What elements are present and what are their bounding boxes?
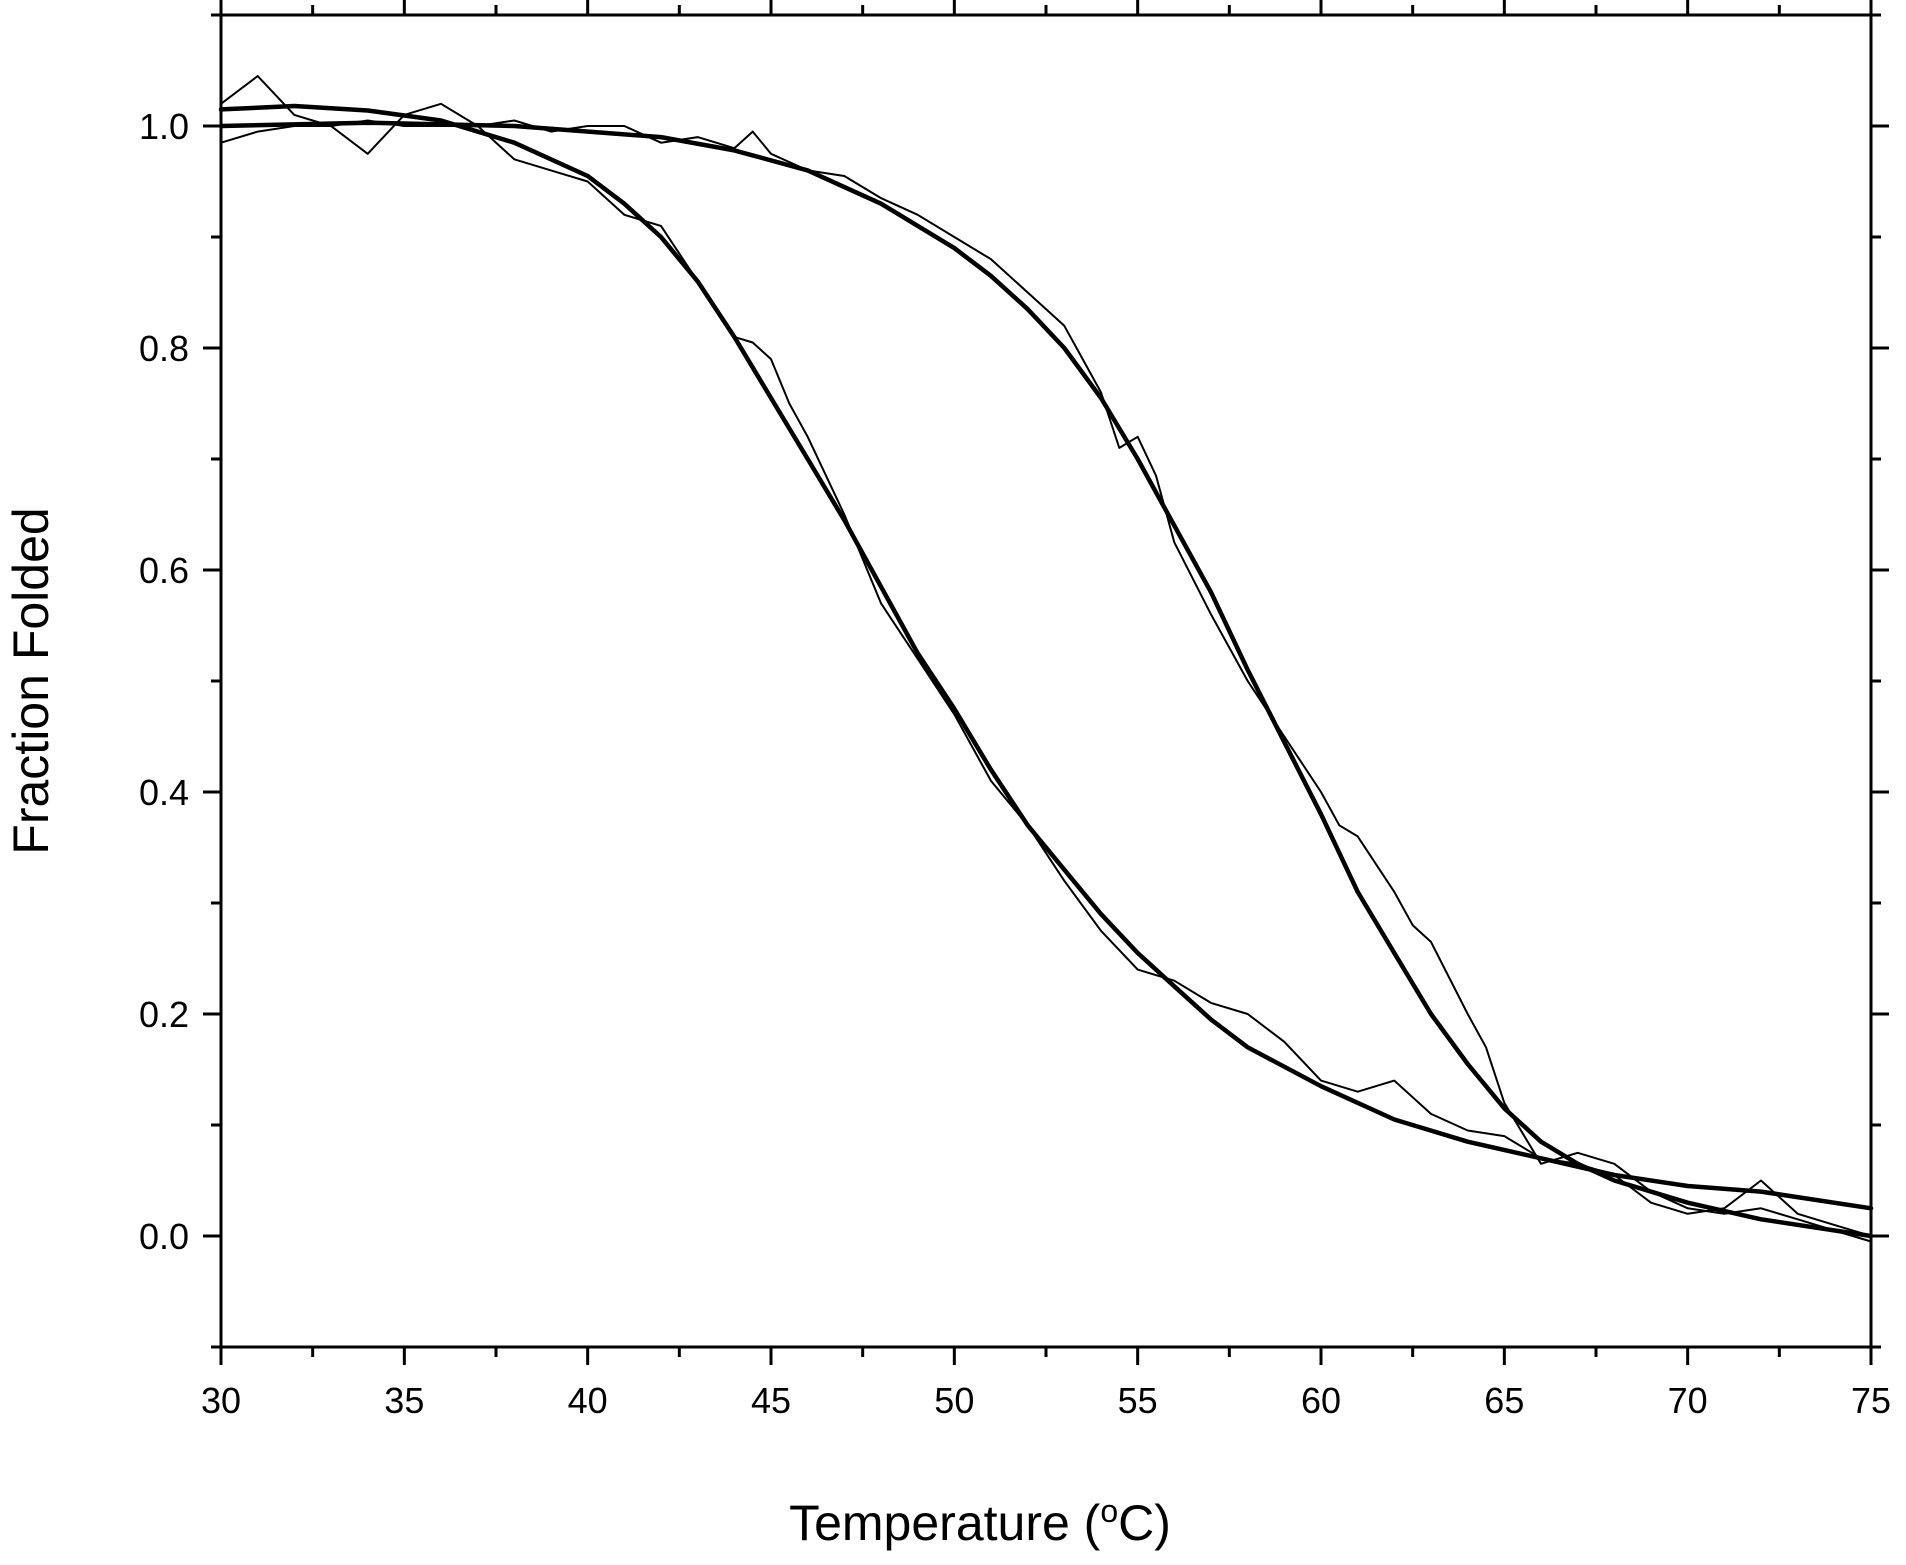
y-tick-label: 0.0 — [139, 1216, 189, 1257]
plot-frame — [219, 13, 1873, 1349]
x-tick-label: 30 — [201, 1380, 241, 1421]
x-tick-label: 35 — [384, 1380, 424, 1421]
y-tick-label: 0.2 — [139, 994, 189, 1035]
x-tick-label: 70 — [1668, 1380, 1708, 1421]
fit-curve-line — [218, 120, 1874, 1239]
x-tick-label: 45 — [751, 1380, 791, 1421]
y-axis-title: Fraction Folded — [3, 507, 59, 854]
x-tick-label: 55 — [1118, 1380, 1158, 1421]
axis-ticks — [203, 0, 1889, 1365]
fit-curve-line — [218, 103, 1874, 1211]
x-axis-title-main: Temperature ( — [789, 1495, 1101, 1551]
x-tick-label: 75 — [1851, 1380, 1891, 1421]
measured-data-line — [220, 119, 1872, 1243]
x-tick-label: 50 — [934, 1380, 974, 1421]
axis-tick-labels: 30 35 40 45 50 55 60 65 70 75 0.0 0.2 0.4 0.6 0.8 1.0 — [139, 106, 1891, 1421]
data-series — [218, 75, 1874, 1243]
y-tick-label: 0.4 — [139, 772, 189, 813]
x-tick-label: 40 — [568, 1380, 608, 1421]
y-tick-label: 0.8 — [139, 328, 189, 369]
y-tick-label: 0.6 — [139, 550, 189, 591]
x-tick-label: 60 — [1301, 1380, 1341, 1421]
x-axis-title: Temperature (oC) — [789, 1493, 1171, 1551]
x-tick-label: 65 — [1484, 1380, 1524, 1421]
measured-data-line — [220, 75, 1872, 1237]
y-tick-label: 1.0 — [139, 106, 189, 147]
x-axis-title-degree: o — [1100, 1493, 1118, 1529]
x-axis-title-unit: C) — [1118, 1495, 1171, 1551]
